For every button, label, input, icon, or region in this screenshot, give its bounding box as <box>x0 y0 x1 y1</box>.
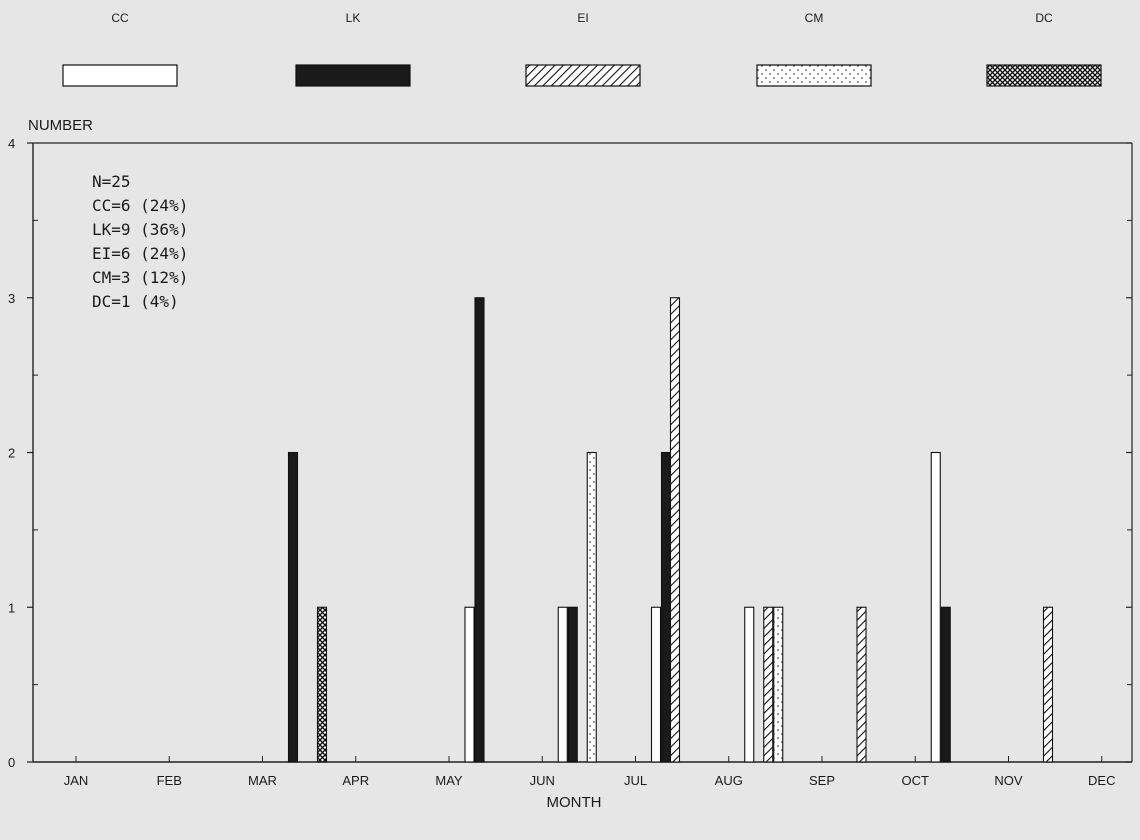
legend-swatch <box>295 64 411 87</box>
x-tick-label: FEB <box>157 773 182 788</box>
bar-ei-jul <box>669 297 681 763</box>
x-tick-label: JAN <box>64 773 89 788</box>
axes <box>32 142 1133 763</box>
bar-ei-sep <box>856 606 867 763</box>
x-tick-label: DEC <box>1088 773 1115 788</box>
y-tick-label: 4 <box>8 136 15 151</box>
bar-lk-jun <box>567 606 578 763</box>
y-tick-label: 3 <box>8 291 15 306</box>
summary-annotation: N=25 CC=6 (24%) LK=9 (36%) EI=6 (24%) CM=3 (… <box>92 172 188 311</box>
legend-swatch <box>756 64 872 87</box>
y-axis-title: NUMBER <box>28 117 93 134</box>
bar-lk-oct <box>940 606 951 763</box>
x-tick-label: OCT <box>902 773 930 788</box>
bar-ei-nov <box>1042 606 1054 763</box>
legend-label: LK <box>346 11 361 25</box>
annotation-line: CM=3 (12%) <box>92 268 188 287</box>
annotation-line: DC=1 (4%) <box>92 292 179 311</box>
x-tick-label: AUG <box>715 773 743 788</box>
bar-dc-mar <box>316 606 328 763</box>
annotation-line: EI=6 (24%) <box>92 244 188 263</box>
x-axis-title: MONTH <box>547 794 602 811</box>
bar-cc-oct <box>930 451 941 763</box>
annotation-line: N=25 <box>92 172 131 191</box>
bar-cm-jun <box>586 451 597 763</box>
bar-lk-jul <box>660 451 672 763</box>
bar-cc-jul <box>650 606 662 763</box>
bar-lk-mar <box>287 451 299 763</box>
bar-ei-aug <box>763 606 774 763</box>
x-tick-label: NOV <box>994 773 1023 788</box>
legend: CC LK EI CM DC <box>62 11 1102 87</box>
x-tick-label: MAR <box>248 773 277 788</box>
y-axis-ticks: 0 1 2 3 4 <box>8 136 1132 770</box>
legend-label: CC <box>111 11 129 25</box>
annotation-line: CC=6 (24%) <box>92 196 188 215</box>
bars <box>287 297 1054 763</box>
legend-swatch <box>525 64 641 87</box>
annotation-line: LK=9 (36%) <box>92 220 188 239</box>
x-tick-label: JUL <box>624 773 647 788</box>
bar-cc-may <box>464 606 475 763</box>
y-tick-label: 0 <box>8 755 15 770</box>
x-tick-label: SEP <box>809 773 835 788</box>
x-axis-ticks: JAN FEB MAR APR MAY JUN JUL AUG SEP OCT NOV DEC <box>64 756 1115 788</box>
bar-cc-jun <box>557 606 568 763</box>
bar-lk-may <box>474 297 485 763</box>
legend-label: DC <box>1035 11 1053 25</box>
x-tick-label: MAY <box>435 773 463 788</box>
y-tick-label: 1 <box>8 600 15 615</box>
bar-cc-aug <box>744 606 755 763</box>
bar-cm-aug <box>773 606 784 763</box>
legend-label: CM <box>805 11 824 25</box>
legend-swatch <box>986 64 1102 87</box>
y-tick-label: 2 <box>8 446 15 461</box>
x-tick-label: APR <box>342 773 369 788</box>
legend-swatch <box>62 64 178 87</box>
legend-label: EI <box>577 11 588 25</box>
x-tick-label: JUN <box>530 773 555 788</box>
